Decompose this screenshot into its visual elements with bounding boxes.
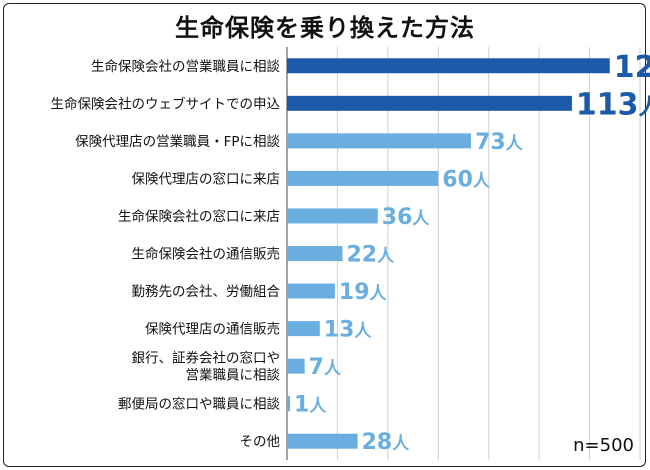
bar: [287, 396, 290, 412]
category-label: 郵便局の窓口や職員に相談: [118, 396, 280, 413]
category-label: 生命保険会社のウェブサイトでの申込: [51, 95, 281, 112]
value-label: 73人: [475, 130, 524, 155]
category-label: 銀行、証券会社の窓口や営業職員に相談: [132, 350, 281, 384]
category-label: 生命保険会社の営業職員に相談: [91, 58, 280, 75]
bar: [287, 133, 472, 149]
category-label: 保険代理店の通信販売: [145, 322, 280, 338]
value-label: 7人: [309, 355, 342, 380]
category-label: 生命保険会社の窓口に来店: [118, 208, 280, 225]
bar: [287, 58, 610, 74]
chart-title: 生命保険を乗り換えた方法: [175, 14, 475, 42]
bar: [287, 321, 320, 337]
bar: [287, 433, 358, 449]
category-label: 保険代理店の営業職員・FPに相談: [75, 134, 280, 150]
value-label: 13人: [324, 318, 373, 343]
bar: [287, 95, 572, 111]
bar: [287, 358, 305, 374]
value-label: 22人: [346, 243, 395, 268]
category-label: 生命保険会社の通信販売: [132, 246, 281, 263]
category-label: 勤務先の会社、労働組合: [132, 284, 281, 300]
value-label: 19人: [339, 280, 388, 305]
value-label: 60人: [442, 167, 491, 192]
value-label: 36人: [382, 205, 431, 230]
value-label: 128人: [614, 50, 650, 85]
category-label: その他: [240, 434, 281, 450]
value-label: 113人: [576, 87, 650, 122]
bar: [287, 246, 343, 261]
value-label: 28人: [362, 430, 411, 455]
category-label: 保険代理店の窓口に来店: [132, 170, 281, 187]
value-label: 1人: [294, 393, 327, 418]
bar: [287, 170, 439, 186]
bar: [287, 208, 378, 224]
sample-size-label: n=500: [573, 435, 634, 456]
bar: [287, 283, 335, 299]
